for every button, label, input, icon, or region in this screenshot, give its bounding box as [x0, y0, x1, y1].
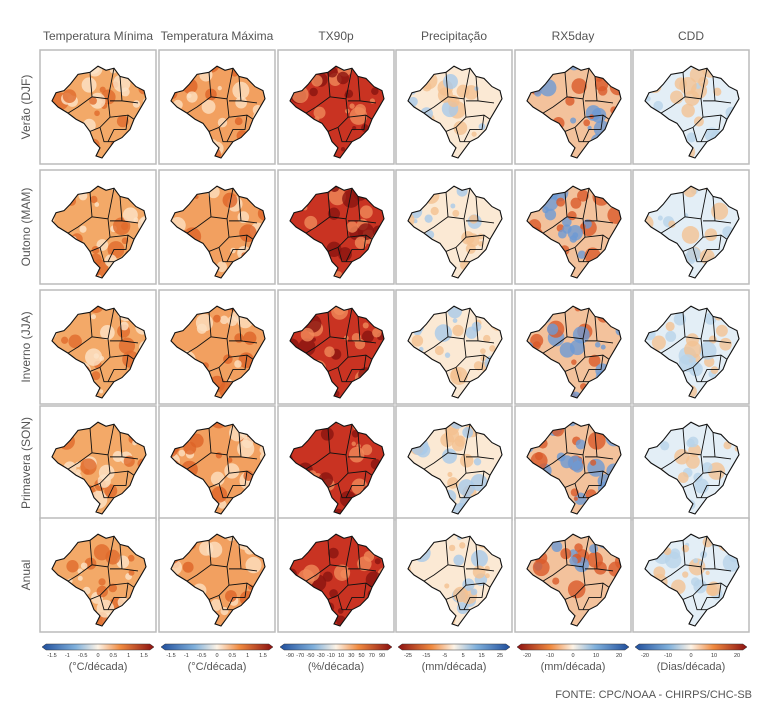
colorbar-tick-label: -25 [404, 653, 412, 659]
colorbar-unit: (°C/década) [69, 661, 128, 673]
colorbar-tick-label: -90 [286, 653, 294, 659]
colorbar-tick-label: 50 [358, 653, 364, 659]
colorbar-tick-label: -1 [184, 653, 189, 659]
colorbar-tick-label: -1.5 [166, 653, 175, 659]
colorbar-tick-label: 25 [497, 653, 503, 659]
colorbar-unit: (%/década) [308, 661, 364, 673]
colorbar [41, 643, 155, 651]
colorbar-tick-label: -20 [641, 653, 649, 659]
colorbar-unit: (°C/década) [188, 661, 247, 673]
row-label: Inverno (JJA) [19, 311, 33, 382]
colorbar-tick-label: -1.5 [47, 653, 56, 659]
colorbar-tick-label: 0 [215, 653, 218, 659]
colorbar-tick-label: 0 [571, 653, 574, 659]
colorbar [397, 643, 511, 651]
colorbar-tick-label: -50 [306, 653, 314, 659]
column-title: TX90p [318, 29, 354, 43]
colorbar-tick-label: 30 [348, 653, 354, 659]
colorbar-tick-label: 10 [711, 653, 717, 659]
column-title: Temperatura Máxima [161, 29, 274, 43]
row-label: Verão (DJF) [19, 75, 33, 140]
row-label: Anual [19, 560, 33, 591]
colorbar-tick-label: 10 [593, 653, 599, 659]
colorbar-tick-label: -0.5 [78, 653, 87, 659]
colorbar-tick-label: 10 [338, 653, 344, 659]
colorbar-tick-label: -70 [296, 653, 304, 659]
colorbar-tick-label: 1 [246, 653, 249, 659]
source: FONTE: CPC/NOAA - CHIRPS/CHC-SB [555, 689, 752, 701]
column-title: Precipitação [421, 29, 487, 43]
colorbar [279, 643, 393, 651]
colorbar-tick-label: 1.5 [259, 653, 267, 659]
colorbar-tick-label: 15 [479, 653, 485, 659]
colorbar-tick-label: -1 [65, 653, 70, 659]
colorbar-tick-label: -15 [422, 653, 430, 659]
colorbar [634, 643, 748, 651]
colorbar-unit: (mm/década) [422, 661, 487, 673]
column-title: Temperatura Mínima [43, 29, 153, 43]
colorbar [516, 643, 630, 651]
colorbar-tick-label: -30 [317, 653, 325, 659]
row-label: Primavera (SON) [19, 417, 33, 509]
colorbar-tick-label: -0.5 [197, 653, 206, 659]
colorbar-tick-label: -10 [664, 653, 672, 659]
colorbar-tick-label: 1 [127, 653, 130, 659]
colorbar-unit: (Dias/década) [657, 661, 725, 673]
colorbar-tick-label: 1.5 [140, 653, 148, 659]
colorbar-tick-label: 0.5 [229, 653, 237, 659]
row-label: Outono (MAM) [19, 188, 33, 267]
colorbar-tick-label: -5 [442, 653, 447, 659]
column-title: RX5day [552, 29, 595, 43]
colorbar-tick-label: 20 [734, 653, 740, 659]
colorbar-tick-label: -10 [327, 653, 335, 659]
colorbar-tick-label: 0.5 [110, 653, 118, 659]
colorbar-tick-label: 5 [462, 653, 465, 659]
colorbar-tick-label: 70 [369, 653, 375, 659]
colorbar-tick-label: -10 [546, 653, 554, 659]
colorbar-tick-label: 0 [689, 653, 692, 659]
colorbar-unit: (mm/década) [541, 661, 606, 673]
colorbar-tick-label: 90 [379, 653, 385, 659]
colorbar [160, 643, 274, 651]
colorbar-tick-label: -20 [523, 653, 531, 659]
colorbar-tick-label: 20 [616, 653, 622, 659]
colorbar-tick-label: 0 [96, 653, 99, 659]
column-title: CDD [678, 29, 704, 43]
